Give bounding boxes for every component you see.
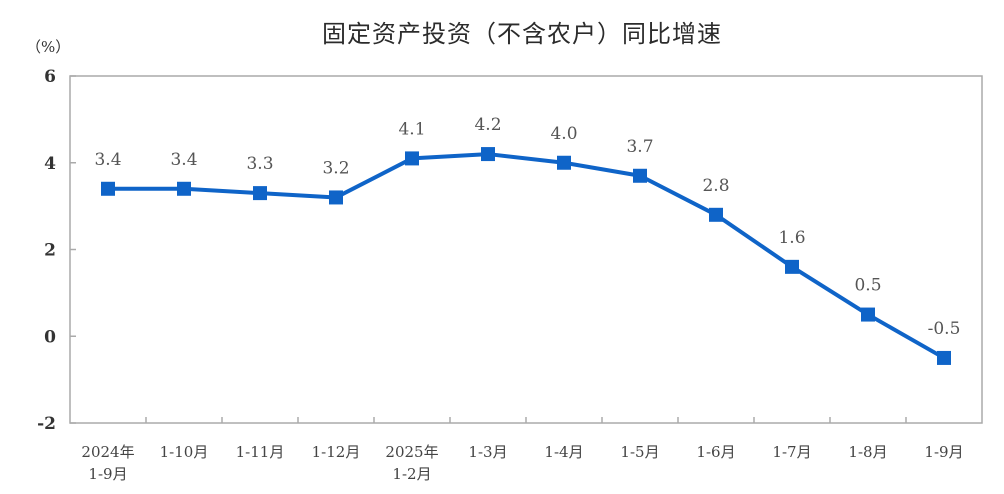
data-label: 3.3 — [246, 154, 273, 174]
data-point-marker — [785, 259, 799, 274]
data-label: 0.5 — [854, 276, 881, 296]
data-point-marker — [253, 186, 267, 201]
data-label: 4.1 — [398, 119, 425, 139]
data-point-marker — [405, 151, 419, 166]
y-tick-label: 2 — [44, 241, 56, 261]
data-label: 1.6 — [778, 228, 805, 248]
data-point-marker — [861, 307, 875, 322]
data-label: 3.4 — [170, 150, 197, 170]
plot-frame — [69, 75, 983, 424]
data-point-marker — [633, 168, 647, 183]
y-axis-unit: （%） — [26, 38, 71, 56]
y-tick-label: 0 — [44, 327, 56, 347]
data-point-marker — [557, 155, 571, 170]
data-point-marker — [177, 181, 191, 196]
x-tick-label: 1-5月 — [620, 443, 659, 461]
data-label: 3.7 — [626, 137, 653, 157]
data-label: 2.8 — [702, 176, 729, 196]
data-point-marker — [937, 350, 951, 365]
x-tick-label: 1-4月 — [544, 443, 583, 461]
x-tick-label: 1-11月 — [236, 443, 285, 461]
data-point-marker — [101, 181, 115, 196]
data-point-marker — [481, 147, 495, 162]
y-tick-label: 6 — [44, 67, 56, 87]
chart-title: 固定资产投资（不含农户）同比增速 — [322, 20, 722, 48]
data-point-marker — [329, 190, 343, 205]
data-label: 3.4 — [94, 150, 121, 170]
x-tick-label: 1-9月 — [88, 465, 127, 483]
y-tick-label: -2 — [37, 414, 56, 434]
x-tick-label: 1-7月 — [772, 443, 811, 461]
x-tick-label: 1-2月 — [392, 465, 431, 483]
x-tick-label: 1-3月 — [468, 443, 507, 461]
x-tick-label: 2024年 — [81, 443, 134, 461]
x-tick-label: 1-10月 — [160, 443, 209, 461]
data-label: 4.2 — [474, 115, 501, 135]
x-tick-label: 1-9月 — [924, 443, 963, 461]
x-tick-label: 1-8月 — [848, 443, 887, 461]
x-tick-label: 1-12月 — [312, 443, 361, 461]
x-tick-label: 2025年 — [385, 443, 438, 461]
data-point-marker — [709, 207, 723, 222]
data-label: 3.2 — [322, 158, 349, 178]
series-line — [108, 152, 945, 360]
data-label: 4.0 — [550, 124, 577, 144]
x-tick-label: 1-6月 — [696, 443, 735, 461]
data-label: -0.5 — [928, 319, 961, 339]
y-tick-label: 4 — [44, 154, 56, 174]
